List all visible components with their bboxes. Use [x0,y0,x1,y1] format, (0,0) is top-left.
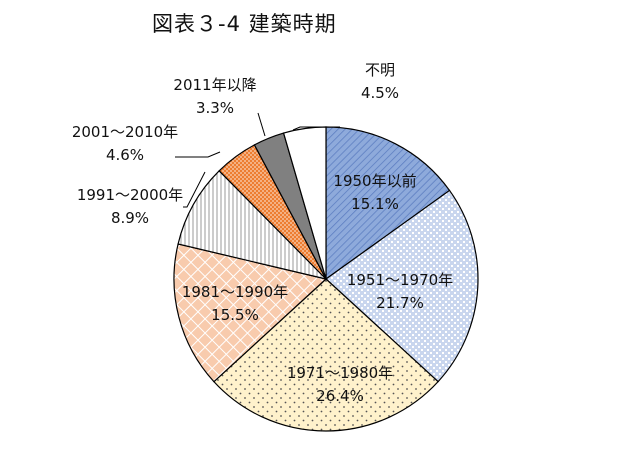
chart-title: 図表３-4 建築時期 [152,12,337,36]
slice-percent-label: 3.3% [196,99,234,117]
pie-slice-2 [213,278,439,432]
slice-percent-label: 4.5% [361,84,399,102]
leader-line-5 [175,151,221,158]
slice-label: 1950年以前 [333,172,416,190]
slice-label: 1981～1990年 [182,283,288,301]
slice-label: 2011年以降 [173,76,256,94]
slice-label: 1951～1970年 [347,271,453,289]
slice-percent-label: 4.6% [106,146,144,164]
slice-percent-label: 15.5% [211,306,259,324]
pie-slice-4 [177,169,328,281]
slice-label: 2001～2010年 [72,123,178,141]
slice-percent-label: 8.9% [111,209,149,227]
pie-slice-3 [173,243,328,383]
leader-line-7 [292,126,340,131]
slice-percent-label: 26.4% [316,387,364,405]
slice-percent-label: 21.7% [376,294,424,312]
leader-line-4 [183,171,206,208]
slice-label: 1991～2000年 [77,186,183,204]
pie-slice-1 [325,189,479,383]
slice-label: 1971～1980年 [287,364,393,382]
slice-label: 不明 [365,61,395,79]
leader-line-6 [257,112,266,137]
slice-percent-label: 15.1% [351,195,399,213]
